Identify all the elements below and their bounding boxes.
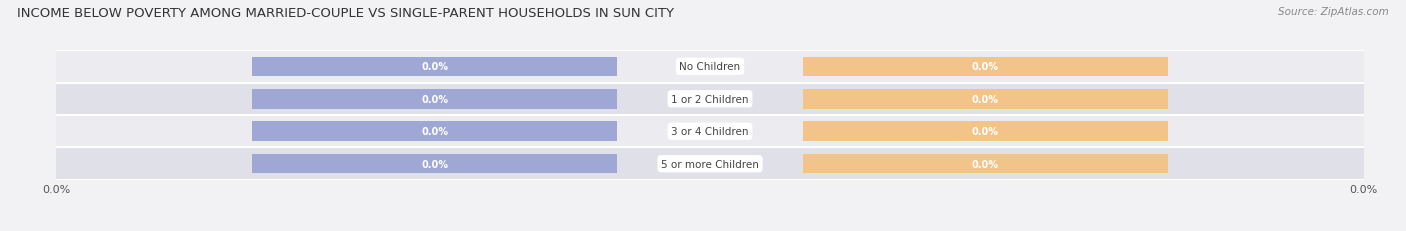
Bar — [803, 90, 1167, 109]
Text: No Children: No Children — [679, 62, 741, 72]
Text: 0.0%: 0.0% — [422, 62, 449, 72]
Bar — [803, 154, 1167, 174]
Text: 0.0%: 0.0% — [972, 159, 998, 169]
Bar — [803, 122, 1167, 141]
Text: 0.0%: 0.0% — [972, 62, 998, 72]
Bar — [56, 51, 1364, 83]
Text: INCOME BELOW POVERTY AMONG MARRIED-COUPLE VS SINGLE-PARENT HOUSEHOLDS IN SUN CIT: INCOME BELOW POVERTY AMONG MARRIED-COUPL… — [17, 7, 673, 20]
Text: 0.0%: 0.0% — [422, 159, 449, 169]
Text: 1 or 2 Children: 1 or 2 Children — [671, 94, 749, 104]
Bar — [56, 116, 1364, 148]
Text: 5 or more Children: 5 or more Children — [661, 159, 759, 169]
Bar — [252, 122, 617, 141]
Text: Source: ZipAtlas.com: Source: ZipAtlas.com — [1278, 7, 1389, 17]
Bar — [252, 57, 617, 77]
Text: 0.0%: 0.0% — [972, 127, 998, 137]
Bar — [252, 154, 617, 174]
Bar — [56, 83, 1364, 116]
Text: 0.0%: 0.0% — [422, 94, 449, 104]
Text: 0.0%: 0.0% — [972, 94, 998, 104]
Bar — [803, 57, 1167, 77]
Text: 0.0%: 0.0% — [422, 127, 449, 137]
Bar — [56, 148, 1364, 180]
Text: 3 or 4 Children: 3 or 4 Children — [671, 127, 749, 137]
Bar — [252, 90, 617, 109]
